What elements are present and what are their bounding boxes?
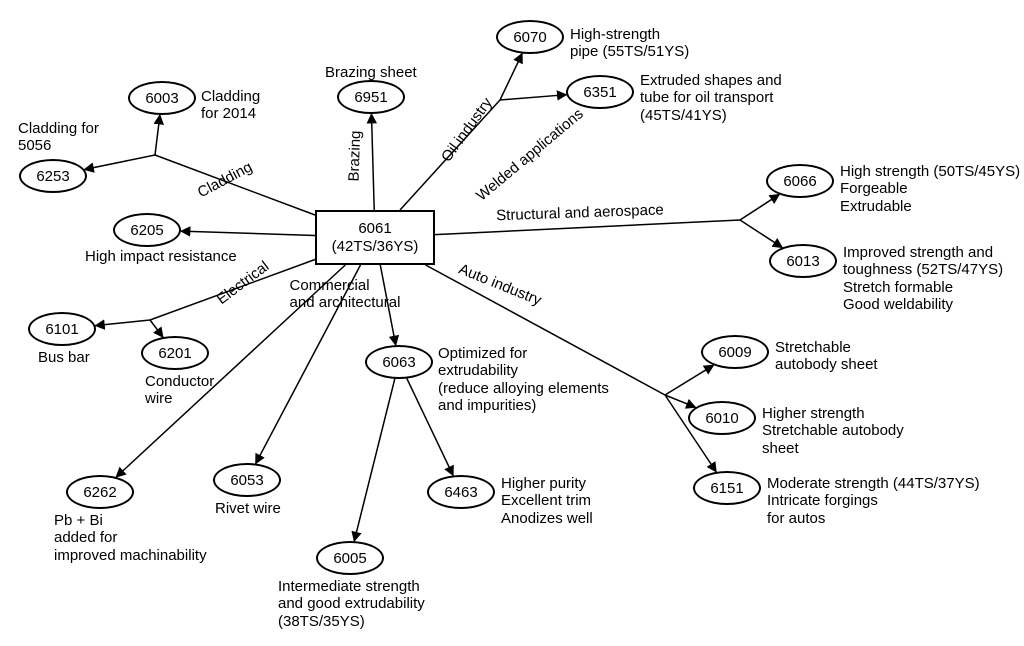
- node-6151: 6151: [693, 471, 761, 505]
- node-code: 6010: [705, 410, 738, 427]
- branch-label-electrical: Electrical: [214, 258, 273, 308]
- node-desc-6009: Stretchable autobody sheet: [775, 339, 878, 374]
- edge-fork_auto-to-n6009: [665, 365, 714, 395]
- node-desc-6013: Improved strength and toughness (52TS/47…: [843, 244, 1003, 313]
- edge-n6063-to-n6005: [354, 379, 395, 541]
- node-code: 6013: [786, 253, 819, 270]
- node-code: 6053: [230, 472, 263, 489]
- node-code: 6951: [354, 89, 387, 106]
- node-desc-6070: High-strength pipe (55TS/51YS): [570, 26, 689, 61]
- edge-fork_auto-to-n6010: [665, 395, 696, 407]
- node-code: 6101: [45, 321, 78, 338]
- node-code: 6005: [333, 550, 366, 567]
- node-6070: 6070: [496, 20, 564, 54]
- node-6463: 6463: [427, 475, 495, 509]
- edge-center-to-fork_struct: [435, 220, 740, 235]
- node-code: 6262: [83, 484, 116, 501]
- branch-label-commercial: Commercial and architectural: [290, 277, 401, 312]
- node-desc-6253: Cladding for 5056: [18, 120, 99, 155]
- node-6013: 6013: [769, 244, 837, 278]
- node-desc-6005: Intermediate strength and good extrudabi…: [278, 578, 425, 630]
- node-code: 6463: [444, 484, 477, 501]
- node-code: 6151: [710, 480, 743, 497]
- branch-label-cladding: Cladding: [195, 158, 255, 201]
- edge-fork_oil-to-n6070: [500, 54, 522, 100]
- edge-fork_clad-to-n6253: [84, 155, 155, 170]
- node-desc-6053: Rivet wire: [215, 500, 281, 517]
- node-code: 6063: [382, 354, 415, 371]
- node-6066: 6066: [766, 164, 834, 198]
- node-6262: 6262: [66, 475, 134, 509]
- node-code: 6351: [583, 84, 616, 101]
- node-6951: 6951: [337, 80, 405, 114]
- center-node-6061: 6061 (42TS/36YS): [315, 210, 435, 265]
- node-6253: 6253: [19, 159, 87, 193]
- node-6205: 6205: [113, 213, 181, 247]
- edge-center-to-n6205: [181, 231, 315, 235]
- branch-label-brazing: Brazing: [345, 130, 364, 181]
- node-code: 6070: [513, 29, 546, 46]
- branch-label-welded: Welded applications: [473, 105, 587, 204]
- branch-label-auto: Auto industry: [456, 261, 544, 310]
- node-desc-6010: Higher strength Stretchable autobody she…: [762, 405, 904, 457]
- edge-fork_elec-to-n6101: [95, 320, 150, 326]
- node-6063: 6063: [365, 345, 433, 379]
- node-desc-6003: Cladding for 2014: [201, 88, 260, 123]
- node-code: 6003: [145, 90, 178, 107]
- node-desc-6951: Brazing sheet: [325, 64, 417, 81]
- node-code: 6201: [158, 345, 191, 362]
- node-6005: 6005: [316, 541, 384, 575]
- edge-fork_clad-to-n6003: [155, 115, 160, 155]
- center-code: 6061: [358, 220, 391, 237]
- node-desc-6351: Extruded shapes and tube for oil transpo…: [640, 72, 782, 124]
- node-desc-6101: Bus bar: [38, 349, 90, 366]
- branch-label-structural: Structural and aerospace: [496, 201, 664, 224]
- node-code: 6009: [718, 344, 751, 361]
- node-6101: 6101: [28, 312, 96, 346]
- node-6053: 6053: [213, 463, 281, 497]
- node-6009: 6009: [701, 335, 769, 369]
- center-ts: (42TS/36YS): [332, 238, 419, 255]
- node-desc-6463: Higher purity Excellent trim Anodizes we…: [501, 475, 593, 527]
- node-desc-6151: Moderate strength (44TS/37YS) Intricate …: [767, 475, 980, 527]
- edge-fork_struct-to-n6013: [740, 220, 782, 248]
- node-desc-6063: Optimized for extrudability (reduce allo…: [438, 345, 609, 414]
- node-code: 6066: [783, 173, 816, 190]
- edge-fork_struct-to-n6066: [740, 194, 779, 220]
- edge-fork_elec-to-n6201: [150, 320, 163, 337]
- node-6003: 6003: [128, 81, 196, 115]
- node-6351: 6351: [566, 75, 634, 109]
- node-desc-6262: Pb + Bi added for improved machinability: [54, 512, 207, 564]
- branch-label-oil: Oil industry: [438, 95, 496, 166]
- node-6010: 6010: [688, 401, 756, 435]
- node-desc-6201: Conductor wire: [145, 373, 214, 408]
- node-desc-6066: High strength (50TS/45YS) Forgeable Extr…: [840, 163, 1020, 215]
- node-code: 6205: [130, 222, 163, 239]
- node-desc-6205: High impact resistance: [85, 248, 237, 265]
- node-6201: 6201: [141, 336, 209, 370]
- node-code: 6253: [36, 168, 69, 185]
- edge-center-to-n6951: [371, 114, 374, 210]
- edge-fork_oil-to-n6351: [500, 95, 566, 100]
- diagram-stage: 6061 (42TS/36YS) 6003 Cladding for 2014 62…: [0, 0, 1024, 646]
